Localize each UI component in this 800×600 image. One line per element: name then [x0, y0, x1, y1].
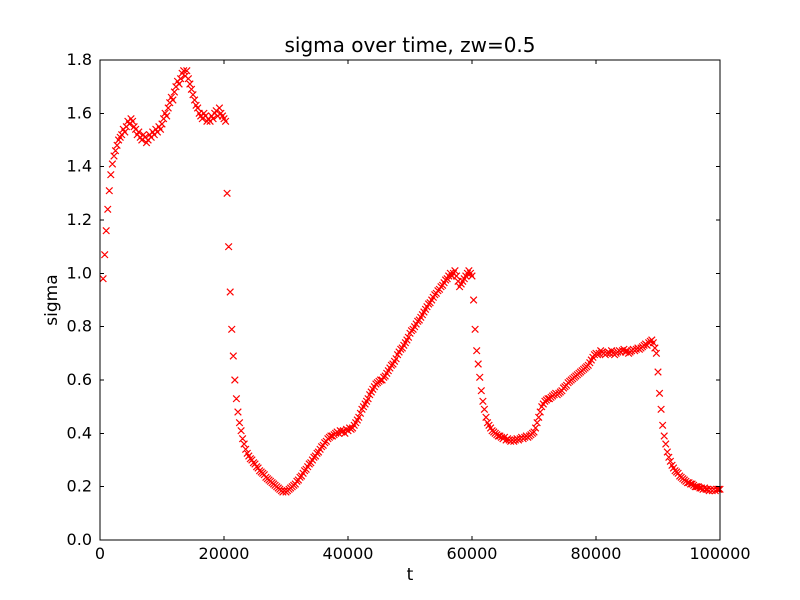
y-tick-label: 0.2: [67, 477, 92, 496]
chart-title: sigma over time, zw=0.5: [284, 33, 535, 57]
y-axis-label: sigma: [42, 274, 62, 325]
axes-box: [99, 59, 721, 541]
x-tick-label: 20000: [199, 544, 250, 563]
x-tick-label: 0: [95, 544, 105, 563]
y-tick-label: 1.2: [67, 210, 92, 229]
y-tick-label: 0.6: [67, 370, 92, 389]
y-tick-label: 0.0: [67, 530, 92, 549]
scatter-points: [99, 66, 724, 496]
y-tick-label: 1.6: [67, 103, 92, 122]
x-tick-label: 40000: [323, 544, 374, 563]
y-tick-label: 1.8: [67, 50, 92, 69]
x-tick-label: 100000: [689, 544, 750, 563]
axis-ticks: [99, 59, 721, 541]
y-tick-label: 1.0: [67, 263, 92, 282]
y-tick-label: 1.4: [67, 157, 92, 176]
x-tick-label: 60000: [447, 544, 498, 563]
tick-labels: 0 20000 40000 60000 80000 100000 0.0 0.2 0.4 0.6 0…: [67, 50, 751, 563]
y-tick-label: 0.8: [67, 317, 92, 336]
x-tick-label: 80000: [571, 544, 622, 563]
x-axis-label: t: [407, 565, 414, 585]
y-tick-label: 0.4: [67, 423, 92, 442]
scatter-marker-path: [99, 66, 724, 496]
